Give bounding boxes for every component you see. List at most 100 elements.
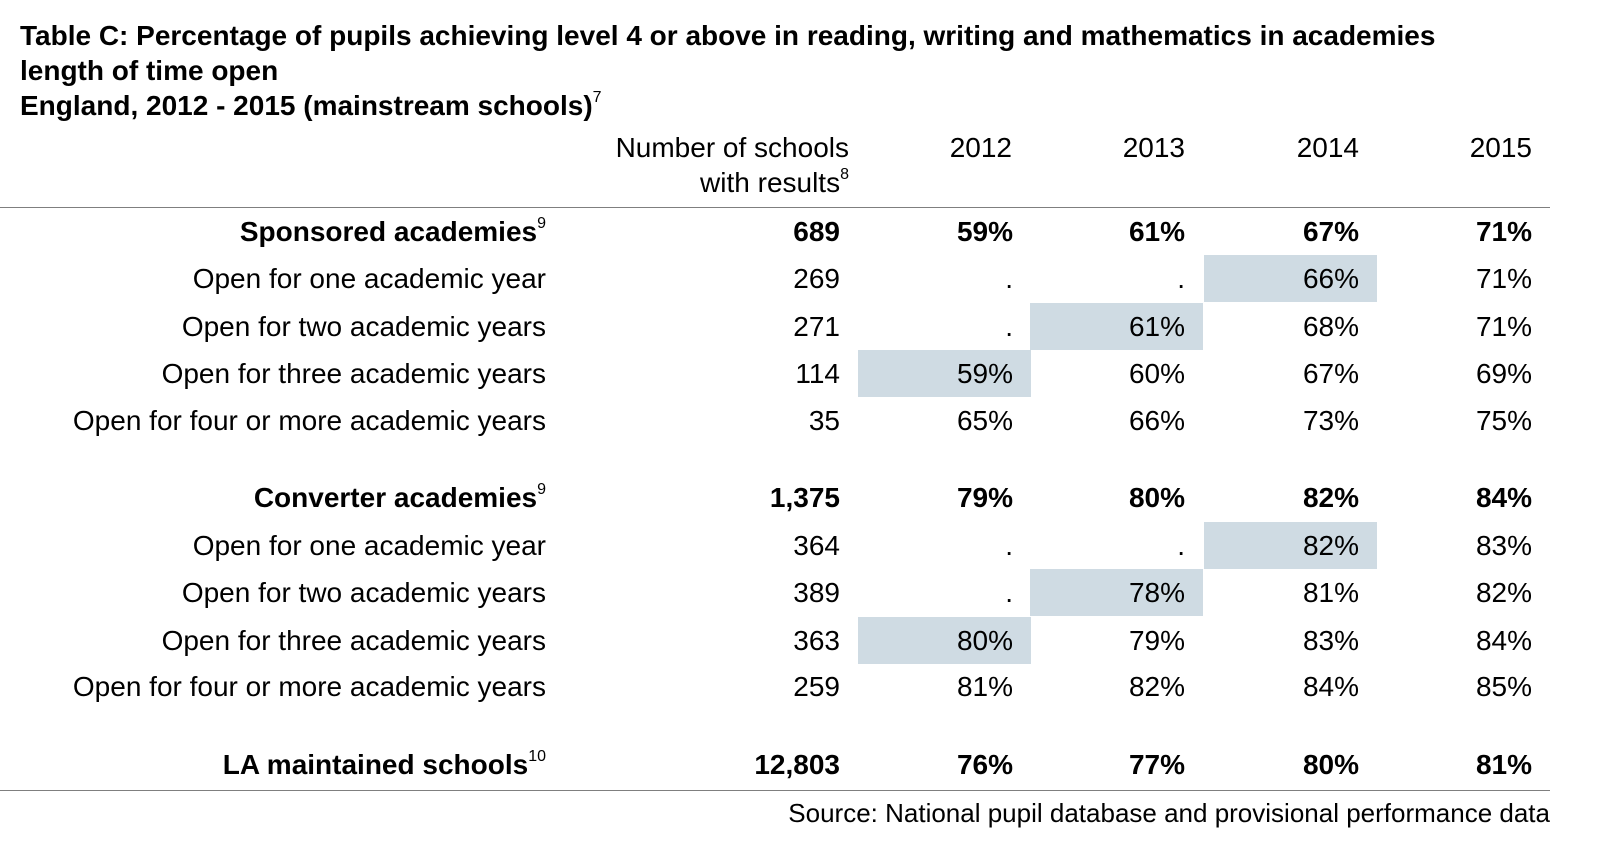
percent-cell-2014: 67% bbox=[1302, 216, 1359, 247]
percent-cell-2015: 83% bbox=[1475, 530, 1532, 561]
percent-cell-2014: 68% bbox=[1302, 311, 1359, 342]
column-header-schools-line-2: with results8 bbox=[616, 165, 849, 200]
school-count-cell: 114 bbox=[795, 358, 840, 389]
row-label-text: Open for two academic years bbox=[181, 577, 546, 608]
title-line-2: length of time open bbox=[20, 55, 279, 86]
school-count-cell: 389 bbox=[793, 577, 840, 608]
percent-cell-2013: 77% bbox=[1128, 749, 1185, 780]
percent-cell-2015: 85% bbox=[1475, 671, 1532, 702]
percent-cell-2014: 82% bbox=[1204, 522, 1377, 569]
percent-cell-2012: 65% bbox=[956, 405, 1013, 436]
row-label-text: LA maintained schools bbox=[222, 749, 529, 780]
percent-cell-2014: 84% bbox=[1302, 671, 1359, 702]
title-line-3: England, 2012 - 2015 (mainstream schools… bbox=[20, 88, 1600, 123]
percent-cell-2014: 82% bbox=[1302, 482, 1359, 513]
table-row: Open for two academic years 389. 78% 81% 82% bbox=[0, 569, 1601, 616]
percent-cell-2013: 80% bbox=[1128, 482, 1185, 513]
percent-cell-2013: 79% bbox=[1128, 625, 1185, 656]
column-header-2014: 2014 bbox=[1296, 132, 1359, 163]
row-label: Open for three academic years bbox=[0, 350, 546, 397]
percent-cell-2012: . bbox=[1005, 530, 1013, 561]
footnote-marker: 7 bbox=[592, 89, 602, 106]
percent-cell-2013: 60% bbox=[1128, 358, 1185, 389]
school-count-cell: 259 bbox=[793, 671, 840, 702]
percent-cell-2014: 81% bbox=[1302, 577, 1359, 608]
column-header-2013: 2013 bbox=[1122, 132, 1185, 163]
percent-cell-2013: 66% bbox=[1128, 405, 1185, 436]
school-count-cell: 35 bbox=[808, 405, 840, 436]
percent-cell-2015: 84% bbox=[1475, 625, 1532, 656]
percent-cell-2013: 82% bbox=[1128, 671, 1185, 702]
percent-cell-2012: . bbox=[1005, 263, 1013, 294]
percent-cell-2014: 67% bbox=[1302, 358, 1359, 389]
percent-cell-2015: 71% bbox=[1475, 263, 1532, 294]
percent-cell-2013: . bbox=[1177, 263, 1185, 294]
table-row: Open for one academic year 269.. 66% 71% bbox=[0, 255, 1601, 302]
row-label: Open for three academic years bbox=[0, 617, 546, 664]
table-row: Open for two academic years 271. 61% 68% 71% bbox=[0, 303, 1601, 350]
row-label-text: Open for three academic years bbox=[161, 358, 546, 389]
percent-cell-2014: 83% bbox=[1302, 625, 1359, 656]
row-label-text: Open for four or more academic years bbox=[72, 671, 546, 702]
table-group-row: Converter academies9 1,375 79% 80% 82% 84% bbox=[0, 474, 1601, 521]
percent-cell-2013: . bbox=[1177, 530, 1185, 561]
school-count-cell: 363 bbox=[793, 625, 840, 656]
row-label-text: Open for two academic years bbox=[181, 311, 546, 342]
footnote-marker: 8 bbox=[840, 166, 849, 183]
row-label: Open for two academic years bbox=[0, 303, 546, 350]
row-label: Open for two academic years bbox=[0, 569, 546, 616]
table-title: Table C: Percentage of pupils achieving … bbox=[20, 18, 1600, 123]
source-note: Source: National pupil database and prov… bbox=[788, 798, 1550, 828]
row-label: Open for one academic year bbox=[0, 522, 546, 569]
row-label-text: Open for one academic year bbox=[192, 530, 546, 561]
footnote-marker: 9 bbox=[537, 481, 546, 498]
percent-cell-2015: 84% bbox=[1475, 482, 1532, 513]
title-line-3-text: England, 2012 - 2015 (mainstream schools… bbox=[20, 90, 593, 121]
table-row: Open for one academic year 364.. 82% 83% bbox=[0, 522, 1601, 569]
row-label: Open for four or more academic years bbox=[0, 663, 546, 710]
table-row: Open for three academic years 363 80% 79% 83… bbox=[0, 617, 1601, 664]
row-label: Sponsored academies9 bbox=[0, 208, 546, 255]
row-label-text: Open for four or more academic years bbox=[72, 405, 546, 436]
percent-cell-2015: 81% bbox=[1475, 749, 1532, 780]
title-line-1: Table C: Percentage of pupils achieving … bbox=[20, 20, 1436, 51]
bottom-rule bbox=[0, 790, 1550, 791]
row-label: Open for four or more academic years bbox=[0, 397, 546, 444]
row-label: LA maintained schools10 bbox=[0, 741, 546, 788]
column-header-2015: 2015 bbox=[1469, 132, 1532, 163]
percent-cell-2015: 82% bbox=[1475, 577, 1532, 608]
row-label: Open for one academic year bbox=[0, 255, 546, 302]
column-header-schools-line-2-text: with results bbox=[700, 167, 841, 198]
percent-cell-2012: 59% bbox=[858, 350, 1031, 397]
percent-cell-2012: 81% bbox=[956, 671, 1013, 702]
school-count-cell: 12,803 bbox=[754, 749, 840, 780]
percent-cell-2015: 69% bbox=[1475, 358, 1532, 389]
percent-cell-2012: . bbox=[1005, 311, 1013, 342]
header-rule bbox=[0, 207, 1550, 208]
percent-cell-2014: 73% bbox=[1302, 405, 1359, 436]
column-header-schools-line-1: Number of schools bbox=[615, 132, 849, 163]
table-group-row: LA maintained schools10 12,803 76% 77% 80% 81… bbox=[0, 741, 1601, 788]
row-label-text: Converter academies bbox=[253, 482, 538, 513]
footnote-marker: 9 bbox=[537, 215, 546, 232]
percent-cell-2014: 66% bbox=[1204, 255, 1377, 302]
table-row: Open for three academic years 114 59% 60% 67… bbox=[0, 350, 1601, 397]
school-count-cell: 689 bbox=[793, 216, 840, 247]
row-label-text: Sponsored academies bbox=[239, 216, 538, 247]
table-group-row: Sponsored academies9 689 59% 61% 67% 71% bbox=[0, 208, 1601, 255]
footnote-marker: 10 bbox=[528, 748, 546, 765]
percent-cell-2012: 59% bbox=[956, 216, 1013, 247]
percent-cell-2013: 78% bbox=[1030, 569, 1203, 616]
percent-cell-2015: 75% bbox=[1475, 405, 1532, 436]
percent-cell-2013: 61% bbox=[1030, 303, 1203, 350]
table-row: Open for four or more academic years 259 8… bbox=[0, 663, 1601, 710]
column-header-schools: Number of schools with results8 bbox=[616, 130, 849, 200]
percent-cell-2012: 80% bbox=[858, 617, 1031, 664]
row-label: Converter academies9 bbox=[0, 474, 546, 521]
percent-cell-2015: 71% bbox=[1475, 311, 1532, 342]
table-row: Open for four or more academic years 35 65… bbox=[0, 397, 1601, 444]
school-count-cell: 269 bbox=[793, 263, 840, 294]
school-count-cell: 1,375 bbox=[769, 482, 840, 513]
percent-cell-2014: 80% bbox=[1302, 749, 1359, 780]
column-header-2012: 2012 bbox=[949, 132, 1012, 163]
